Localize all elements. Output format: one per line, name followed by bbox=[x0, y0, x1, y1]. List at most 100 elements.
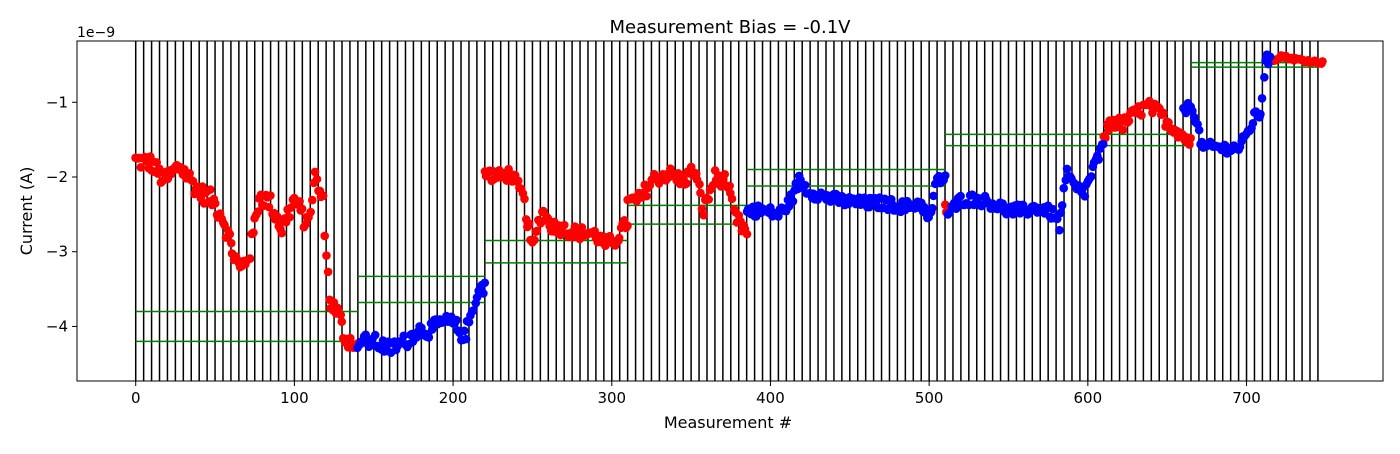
data-point bbox=[696, 188, 705, 198]
x-axis-label: Measurement # bbox=[664, 413, 792, 432]
data-point bbox=[210, 199, 220, 208]
data-point bbox=[1164, 118, 1173, 127]
x-tick-label: 500 bbox=[915, 389, 944, 407]
data-point bbox=[273, 212, 282, 221]
data-point bbox=[399, 331, 408, 341]
data-point bbox=[205, 185, 215, 194]
data-point bbox=[1265, 52, 1275, 62]
data-point bbox=[774, 212, 783, 221]
y-offset-label: 1e−9 bbox=[77, 25, 115, 41]
vertical-lines bbox=[134, 41, 1319, 381]
data-point bbox=[452, 315, 461, 325]
data-point bbox=[998, 199, 1007, 208]
data-point bbox=[1055, 225, 1064, 235]
data-point bbox=[479, 289, 488, 298]
data-point bbox=[1008, 210, 1018, 219]
y-tick-label: −1 bbox=[46, 93, 68, 111]
data-point bbox=[642, 191, 651, 201]
data-point bbox=[788, 197, 798, 206]
data-point bbox=[277, 228, 287, 238]
data-point bbox=[312, 174, 322, 184]
data-point bbox=[370, 330, 380, 340]
data-point bbox=[1124, 116, 1134, 126]
y-tick-label: −4 bbox=[46, 317, 68, 335]
data-point bbox=[800, 180, 810, 190]
data-point bbox=[307, 195, 317, 205]
data-point bbox=[520, 194, 529, 204]
data-point bbox=[285, 212, 294, 222]
data-point bbox=[337, 317, 347, 326]
data-point bbox=[464, 317, 474, 327]
data-point bbox=[725, 181, 734, 191]
data-point bbox=[1194, 125, 1204, 135]
data-point bbox=[1248, 118, 1258, 128]
data-point bbox=[1056, 208, 1066, 218]
data-point bbox=[301, 219, 311, 229]
data-point bbox=[310, 167, 320, 177]
data-point bbox=[682, 179, 691, 188]
data-point bbox=[590, 226, 599, 236]
data-point bbox=[461, 334, 471, 344]
data-point bbox=[1318, 57, 1327, 66]
data-point bbox=[1087, 172, 1096, 181]
data-point bbox=[427, 325, 437, 334]
data-point bbox=[424, 333, 434, 342]
data-point bbox=[945, 208, 954, 218]
data-point bbox=[577, 223, 587, 232]
x-tick-label: 100 bbox=[280, 389, 309, 407]
x-tick-label: 200 bbox=[439, 389, 468, 407]
data-point bbox=[513, 176, 523, 186]
data-point bbox=[940, 171, 950, 180]
data-point bbox=[295, 197, 304, 206]
data-point bbox=[929, 191, 938, 201]
threshold-lines bbox=[135, 61, 1318, 343]
data-point bbox=[1256, 109, 1265, 119]
data-point bbox=[480, 278, 490, 288]
data-point bbox=[704, 195, 714, 204]
data-point bbox=[1260, 72, 1269, 82]
data-point bbox=[249, 228, 258, 238]
data-point bbox=[1057, 201, 1067, 210]
data-point bbox=[266, 191, 275, 200]
chart-title: Measurement Bias = -0.1V bbox=[609, 17, 851, 38]
data-point bbox=[524, 219, 534, 229]
data-point bbox=[1048, 204, 1057, 214]
y-axis-label: Current (A) bbox=[17, 167, 36, 256]
data-point bbox=[185, 169, 194, 178]
data-point bbox=[136, 163, 146, 172]
data-point bbox=[699, 210, 708, 220]
data-point bbox=[1118, 125, 1128, 135]
data-point bbox=[614, 233, 624, 243]
data-point bbox=[1257, 94, 1267, 103]
data-point bbox=[306, 207, 315, 217]
data-point bbox=[742, 229, 752, 239]
data-point bbox=[956, 191, 965, 201]
data-point bbox=[1080, 192, 1090, 201]
data-point bbox=[322, 251, 331, 260]
data-point bbox=[1137, 111, 1146, 120]
data-point bbox=[720, 169, 730, 179]
plot-frame bbox=[76, 40, 1384, 382]
data-point bbox=[1094, 155, 1103, 164]
data-point bbox=[601, 241, 610, 251]
data-point bbox=[1159, 108, 1168, 118]
data-point bbox=[318, 191, 328, 201]
data-point bbox=[264, 202, 274, 212]
data-point bbox=[253, 207, 263, 216]
data-point bbox=[1098, 139, 1108, 149]
data-point bbox=[623, 221, 632, 231]
plot-area bbox=[131, 41, 1327, 381]
x-tick-label: 700 bbox=[1232, 389, 1261, 407]
data-point bbox=[472, 293, 482, 302]
data-point bbox=[336, 310, 346, 320]
x-tick-label: 0 bbox=[131, 389, 141, 407]
data-point bbox=[1062, 164, 1072, 174]
data-point bbox=[323, 267, 333, 277]
data-point bbox=[468, 306, 478, 315]
data-point bbox=[695, 179, 704, 189]
data-point bbox=[560, 220, 569, 230]
data-point bbox=[532, 226, 542, 236]
y-tick-label: −3 bbox=[46, 243, 68, 261]
